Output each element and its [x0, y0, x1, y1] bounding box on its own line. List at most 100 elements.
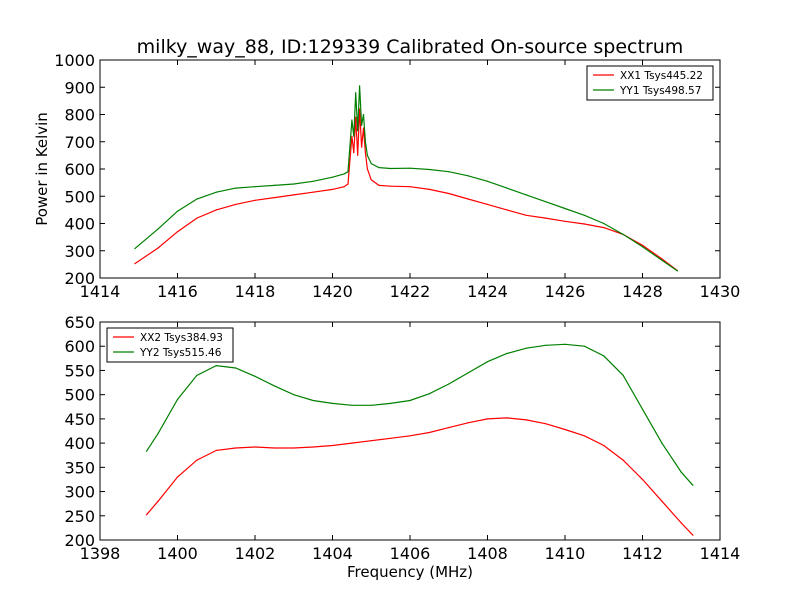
panel2-series-1-point [293, 447, 295, 449]
panel2-series-1-point [525, 419, 527, 421]
panel1-series-2-point [353, 135, 355, 137]
panel2-series-2-point [370, 404, 372, 406]
panel1-series-1-point [254, 199, 256, 201]
panel2-y-tick-label: 350 [64, 458, 95, 477]
panel2-series-1-point [409, 435, 411, 437]
panel2-series-2-point [564, 343, 566, 345]
panel1-series-2-point [378, 167, 380, 169]
figure-title: milky_way_88, ID:129339 Calibrated On-so… [137, 36, 684, 58]
panel1-series-2-point [215, 191, 217, 193]
panel1-y-tick-label: 1000 [54, 51, 95, 70]
panel1-y-tick-label: 600 [64, 160, 95, 179]
panel2-series-1-point [370, 440, 372, 442]
panel1-series-1-point [366, 168, 368, 170]
panel2-series-2-point [196, 374, 198, 376]
panel1-series-2-point [545, 201, 547, 203]
panel2-y-tick-label: 450 [64, 410, 95, 429]
panel1-series-2-point [196, 198, 198, 200]
panel2-series-1-point [692, 534, 694, 536]
panel2-x-tick-label: 1410 [545, 544, 586, 563]
panel1-series-1-point [603, 227, 605, 229]
panel1-series-line-2 [134, 85, 678, 272]
panel2-series-2-point [506, 352, 508, 355]
panel1-series-1-point [641, 244, 644, 246]
panel2-y-tick-label: 400 [64, 434, 95, 453]
panel1-series-2-point [134, 248, 136, 250]
panel1-series-1-point [343, 186, 345, 188]
panel2-x-tick-label: 1398 [80, 544, 121, 563]
panel2-x-tick-label: 1414 [700, 544, 741, 563]
panel2-y-tick-label: 650 [64, 313, 95, 332]
panel1-series-1-point [506, 209, 508, 211]
panel1-series-2-point [661, 259, 663, 261]
panel1-series-1-point [525, 214, 527, 216]
panel2-series-2-point [351, 404, 353, 406]
panel2-series-2-point [157, 432, 159, 434]
panel1-series-1-point [196, 217, 198, 219]
panel1-x-tick-label: 1430 [700, 282, 741, 301]
panel1-series-1-point [359, 108, 361, 110]
panel2-series-1-point [680, 522, 682, 524]
panel2-series-2-point [525, 347, 527, 349]
panel2-series-1-point [486, 418, 489, 420]
panel1-series-1-point [486, 203, 489, 205]
panel2-series-1-point [235, 447, 237, 449]
panel2-series-2-point [641, 408, 644, 410]
panel1-series-1-point [378, 184, 380, 186]
panel2-x-tick-label: 1412 [622, 544, 663, 563]
panel2-series-1-point [583, 435, 586, 437]
panel2-x-axis-label: Frequency (MHz) [347, 563, 473, 581]
panel1-series-1-point [362, 127, 365, 129]
panel1-y-tick-label: 400 [64, 215, 95, 234]
panel1-y-tick-label: 500 [64, 187, 95, 206]
panel1-series-2-point [293, 183, 295, 185]
panel1-legend: XX1 Tsys445.22 YY1 Tsys498.57 [586, 65, 714, 101]
panel2-series-2-point [312, 399, 314, 402]
panel1-series-2-point [331, 176, 334, 178]
panel1-series-1-point [390, 185, 392, 187]
panel1-y-tick-label: 800 [64, 106, 95, 125]
panel1-series-2-point [428, 168, 430, 171]
panel1-series-1-point [428, 188, 430, 190]
panel1-series-1-point [545, 217, 547, 219]
panel2-chart: 1398 1400 1402 1404 1406 1408 1410 1412 1414 200 2… [64, 313, 740, 581]
panel2-series-2-point [467, 372, 469, 374]
panel1-y-tick-label: 300 [64, 242, 95, 261]
panel2-series-1-point [215, 449, 217, 451]
panel2-series-2-point [293, 394, 295, 396]
panel2-series-2-point [692, 484, 694, 486]
panel1-series-2-point [357, 130, 359, 132]
panel1-series-2-point [355, 92, 357, 94]
panel2-series-2-point [680, 471, 682, 473]
panel1-x-tick-label: 1422 [390, 282, 431, 301]
panel1-series-2-point [176, 210, 179, 212]
panel2-x-tick-label: 1406 [390, 544, 431, 563]
panel1-series-2-point [583, 214, 586, 216]
panel2-legend-label-1: XX2 Tsys384.93 [140, 332, 223, 344]
panel1-series-2-point [676, 270, 679, 272]
panel2-series-1-point [273, 447, 275, 449]
panel1-y-tick-label: 700 [64, 133, 95, 152]
panel1-x-tick-label: 1428 [622, 282, 663, 301]
panel1-series-1-point [364, 152, 366, 154]
panel2-x-tick-label: 1402 [235, 544, 276, 563]
panel2-series-1-point [145, 514, 148, 516]
panel1-series-2-point [370, 163, 372, 165]
panel1-series-2-point [157, 228, 159, 230]
panel1-x-tick-label: 1424 [467, 282, 508, 301]
panel1-series-1-point [157, 247, 159, 249]
panel2-series-1-point [254, 446, 256, 448]
panel1-series-1-point [235, 203, 237, 205]
panel2-series-1-point [176, 476, 179, 478]
panel2-y-tick-label: 200 [64, 531, 95, 550]
panel1-series-1-point [215, 209, 217, 211]
panel2-series-1-point [448, 427, 450, 429]
panel1-y-tick-label: 900 [64, 78, 95, 97]
panel1-x-tick-label: 1420 [312, 282, 353, 301]
panel1-series-1-point [661, 258, 663, 260]
panel1-series-1-point [347, 183, 349, 185]
panel1-series-1-point [293, 194, 295, 196]
panel2-legend: XX2 Tsys384.93 YY2 Tsys515.46 [106, 327, 234, 363]
panel1-series-line-1 [134, 108, 678, 272]
